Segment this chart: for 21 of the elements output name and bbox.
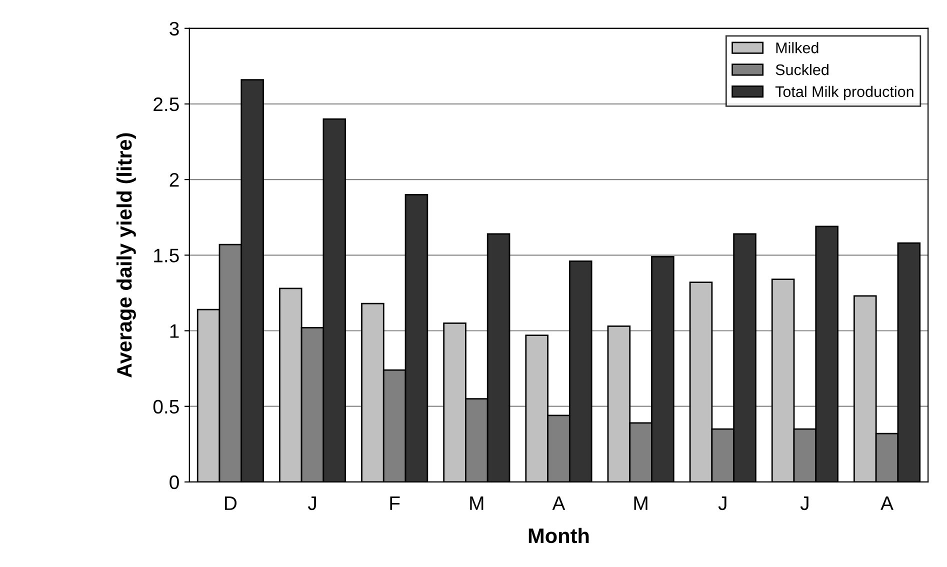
x-tick-label: D xyxy=(225,496,237,510)
y-tick-label: 2.5 xyxy=(154,97,179,112)
x-tick-label: A xyxy=(552,496,566,510)
x-tick-label: J xyxy=(308,496,316,510)
x-tick-label: J xyxy=(800,496,808,510)
x-tick-label: A xyxy=(880,496,894,510)
y-tick-label: 1 xyxy=(170,324,179,338)
y-tick-label: 0.5 xyxy=(153,400,179,414)
y-tick-label: 1.5 xyxy=(154,248,179,262)
legend-label: Suckled xyxy=(776,64,828,76)
y-tick-label: 2 xyxy=(170,173,179,187)
legend-label: Milked xyxy=(776,42,818,54)
y-axis-title: Average daily yield (litre) xyxy=(116,133,136,378)
y-tick-label: 0 xyxy=(170,475,179,490)
legend-label: Total Milk production xyxy=(775,86,914,100)
x-tick-label: F xyxy=(390,496,400,510)
x-tick-label: J xyxy=(718,496,726,510)
y-tick-label: 3 xyxy=(170,22,179,36)
x-tick-label: M xyxy=(634,496,648,510)
x-axis-title: Month xyxy=(528,528,589,544)
x-tick-label: M xyxy=(470,496,484,510)
